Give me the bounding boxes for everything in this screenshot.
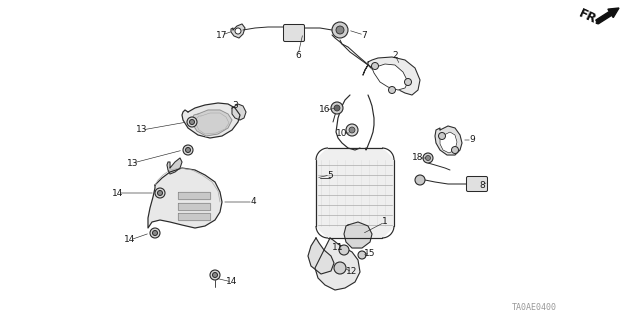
Circle shape [150, 228, 160, 238]
Circle shape [423, 153, 433, 163]
Polygon shape [178, 213, 210, 220]
Polygon shape [440, 132, 457, 153]
Text: 9: 9 [469, 136, 475, 145]
Circle shape [426, 155, 431, 160]
Circle shape [388, 86, 396, 93]
Text: 13: 13 [136, 125, 148, 135]
Text: 10: 10 [336, 129, 348, 137]
Polygon shape [315, 238, 360, 290]
Polygon shape [372, 64, 408, 90]
Polygon shape [231, 24, 245, 38]
FancyBboxPatch shape [467, 176, 488, 191]
Circle shape [358, 251, 366, 259]
Text: 12: 12 [346, 268, 358, 277]
Text: 14: 14 [112, 189, 124, 197]
Polygon shape [182, 103, 240, 138]
Circle shape [210, 270, 220, 280]
Circle shape [404, 78, 412, 85]
Text: 2: 2 [392, 50, 398, 60]
Polygon shape [167, 158, 182, 174]
Text: 18: 18 [412, 153, 424, 162]
Polygon shape [363, 57, 420, 95]
Polygon shape [178, 203, 210, 210]
Circle shape [371, 63, 378, 70]
Text: FR.: FR. [577, 7, 604, 29]
Circle shape [332, 22, 348, 38]
Circle shape [349, 127, 355, 133]
Circle shape [152, 231, 157, 235]
Circle shape [339, 245, 349, 255]
FancyArrow shape [596, 8, 619, 24]
Text: 14: 14 [227, 278, 237, 286]
Polygon shape [435, 126, 462, 155]
Text: 4: 4 [250, 197, 256, 206]
Circle shape [438, 132, 445, 139]
Circle shape [331, 102, 343, 114]
Circle shape [212, 272, 218, 278]
Circle shape [336, 26, 344, 34]
Text: 17: 17 [216, 31, 228, 40]
Circle shape [155, 188, 165, 198]
Polygon shape [178, 192, 210, 199]
Circle shape [334, 262, 346, 274]
Polygon shape [148, 168, 222, 228]
Circle shape [334, 105, 340, 111]
Text: 15: 15 [364, 249, 376, 257]
Circle shape [186, 147, 191, 152]
Text: 16: 16 [319, 106, 331, 115]
Circle shape [346, 124, 358, 136]
Text: 8: 8 [479, 181, 485, 189]
Text: 3: 3 [232, 100, 238, 109]
Polygon shape [316, 148, 394, 238]
Text: 6: 6 [295, 50, 301, 60]
Circle shape [451, 146, 458, 153]
Polygon shape [308, 238, 334, 274]
Text: 5: 5 [327, 170, 333, 180]
FancyBboxPatch shape [284, 25, 305, 41]
Text: TA0AE0400: TA0AE0400 [512, 303, 557, 313]
Text: 11: 11 [332, 243, 344, 253]
Circle shape [235, 28, 241, 34]
Circle shape [157, 190, 163, 196]
Circle shape [183, 145, 193, 155]
Polygon shape [192, 110, 232, 136]
Polygon shape [344, 222, 372, 248]
Circle shape [415, 175, 425, 185]
Text: 13: 13 [127, 159, 139, 167]
Circle shape [187, 117, 197, 127]
Circle shape [189, 120, 195, 124]
Text: 7: 7 [361, 31, 367, 40]
Text: 14: 14 [124, 235, 136, 244]
Polygon shape [232, 104, 246, 120]
Text: 1: 1 [382, 218, 388, 226]
